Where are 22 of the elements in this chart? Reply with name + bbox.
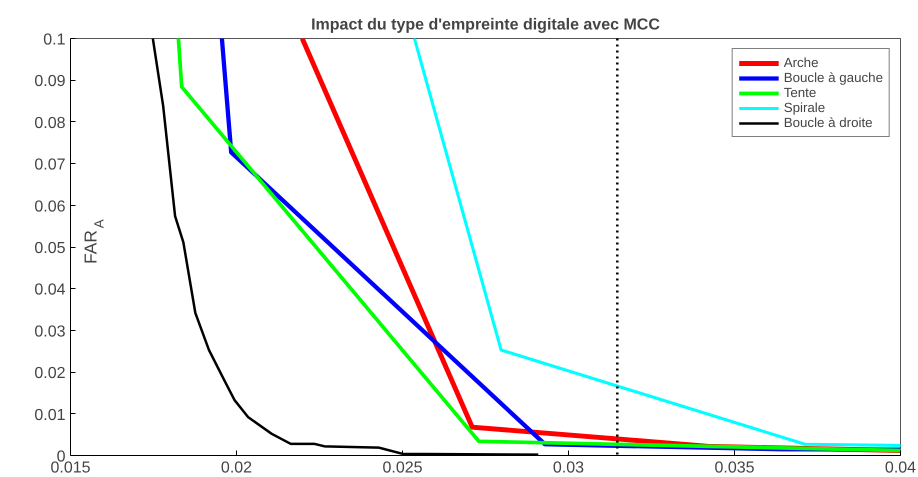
legend-label: Spirale [784,100,826,115]
y-tick-label: 0.06 [34,198,66,216]
legend-label: Boucle à gauche [784,70,883,85]
y-tick-label: 0.04 [34,282,66,299]
x-tick-label: 0.025 [382,460,423,476]
x-tick-label: 0.03 [552,460,584,476]
chart-title: Impact du type d'empreinte digitale avec MCC [311,16,660,34]
x-tick-label: 0.02 [220,460,252,476]
y-tick-label: 0.07 [34,156,66,174]
y-tick-label: 0.03 [34,323,66,340]
y-tick-label: 0.09 [34,73,66,90]
legend-label: Arche [784,55,819,70]
legend-label: Boucle à droite [784,115,873,130]
x-tick-label: 0.04 [884,460,916,476]
y-tick-label: 0.1 [43,32,66,48]
legend-label: Tente [784,85,816,100]
y-tick-label: 0.08 [34,114,66,132]
x-tick-label: 0.035 [714,460,755,476]
y-axis-title: FARA [80,219,106,264]
y-tick-label: 0.01 [34,406,66,424]
y-tick-label: 0.05 [34,240,66,257]
y-tick-label: 0.02 [34,365,66,382]
